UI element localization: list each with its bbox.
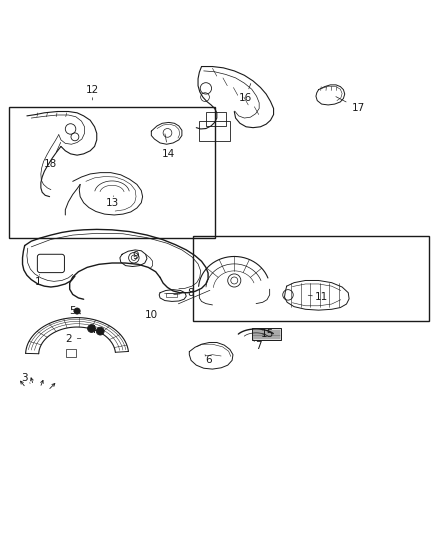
Text: 7: 7 [255, 341, 261, 351]
Text: 18: 18 [44, 159, 57, 169]
Text: 9: 9 [133, 251, 139, 261]
Bar [10, 107, 215, 238]
Text: 4: 4 [89, 325, 95, 335]
Text: 15: 15 [261, 329, 274, 339]
Text: 1: 1 [35, 277, 41, 287]
Bar [66, 349, 76, 357]
Circle shape [96, 327, 104, 335]
Text: 8: 8 [187, 288, 194, 298]
Text: 10: 10 [145, 310, 158, 320]
Text: 16: 16 [239, 93, 252, 103]
Bar [252, 328, 282, 340]
FancyBboxPatch shape [37, 254, 64, 272]
Text: 3: 3 [21, 373, 28, 383]
Circle shape [88, 325, 95, 333]
Text: 14: 14 [162, 149, 175, 159]
Bar [206, 112, 226, 126]
Bar [199, 121, 230, 141]
Text: 13: 13 [106, 198, 119, 208]
Circle shape [74, 308, 80, 314]
Text: 11: 11 [315, 292, 328, 302]
Text: 12: 12 [86, 85, 99, 95]
Text: 17: 17 [352, 103, 365, 114]
Bar [166, 293, 177, 297]
Text: 6: 6 [205, 356, 212, 365]
Text: 5: 5 [69, 306, 76, 316]
Bar [193, 236, 428, 321]
Text: 2: 2 [65, 334, 72, 344]
